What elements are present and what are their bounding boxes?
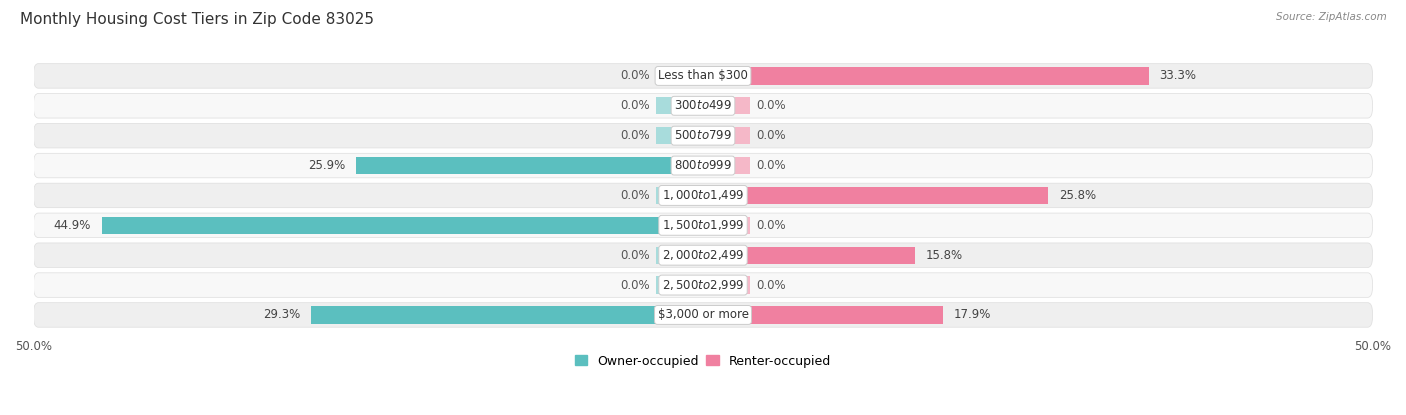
Bar [703,217,749,234]
Bar [657,276,703,294]
Text: 25.8%: 25.8% [1059,189,1097,202]
Text: 0.0%: 0.0% [756,278,786,292]
Text: 29.3%: 29.3% [263,308,299,322]
Text: 25.9%: 25.9% [308,159,346,172]
Text: 0.0%: 0.0% [756,99,786,112]
Bar [657,97,703,115]
Bar [311,306,703,324]
Text: 15.8%: 15.8% [925,249,962,262]
Bar [657,187,703,204]
Bar [703,306,749,324]
FancyBboxPatch shape [34,303,1372,327]
Text: $300 to $499: $300 to $499 [673,99,733,112]
Text: Monthly Housing Cost Tiers in Zip Code 83025: Monthly Housing Cost Tiers in Zip Code 8… [20,12,374,27]
Text: 44.9%: 44.9% [53,219,91,232]
Bar [703,276,749,294]
FancyBboxPatch shape [34,93,1372,118]
Text: $800 to $999: $800 to $999 [673,159,733,172]
FancyBboxPatch shape [34,123,1372,148]
Text: $1,500 to $1,999: $1,500 to $1,999 [662,218,744,232]
FancyBboxPatch shape [34,273,1372,297]
FancyBboxPatch shape [34,213,1372,237]
Bar [703,306,942,324]
Text: $500 to $799: $500 to $799 [673,129,733,142]
Text: 0.0%: 0.0% [620,249,650,262]
Text: 0.0%: 0.0% [620,278,650,292]
Text: $2,000 to $2,499: $2,000 to $2,499 [662,248,744,262]
Text: Less than $300: Less than $300 [658,69,748,83]
Bar [703,187,1049,204]
Text: 33.3%: 33.3% [1160,69,1197,83]
Bar [703,67,749,85]
Text: 0.0%: 0.0% [756,219,786,232]
Bar [657,67,703,85]
Text: 0.0%: 0.0% [620,69,650,83]
FancyBboxPatch shape [34,243,1372,267]
Bar [657,217,703,234]
Text: 0.0%: 0.0% [756,159,786,172]
Text: 0.0%: 0.0% [620,189,650,202]
Text: 17.9%: 17.9% [953,308,991,322]
Bar [703,127,749,144]
Bar [657,306,703,324]
Bar [657,127,703,144]
Text: 0.0%: 0.0% [756,129,786,142]
Bar [703,97,749,115]
Bar [101,217,703,234]
FancyBboxPatch shape [34,183,1372,208]
Legend: Owner-occupied, Renter-occupied: Owner-occupied, Renter-occupied [569,349,837,373]
FancyBboxPatch shape [34,63,1372,88]
Text: $2,500 to $2,999: $2,500 to $2,999 [662,278,744,292]
Bar [703,157,749,174]
Text: $1,000 to $1,499: $1,000 to $1,499 [662,188,744,203]
Bar [703,187,749,204]
Bar [657,157,703,174]
Text: 0.0%: 0.0% [620,129,650,142]
Bar [356,157,703,174]
FancyBboxPatch shape [34,153,1372,178]
Bar [703,247,749,264]
Text: 0.0%: 0.0% [620,99,650,112]
Text: Source: ZipAtlas.com: Source: ZipAtlas.com [1275,12,1386,22]
Bar [703,67,1149,85]
Bar [703,247,914,264]
Bar [657,247,703,264]
Text: $3,000 or more: $3,000 or more [658,308,748,322]
